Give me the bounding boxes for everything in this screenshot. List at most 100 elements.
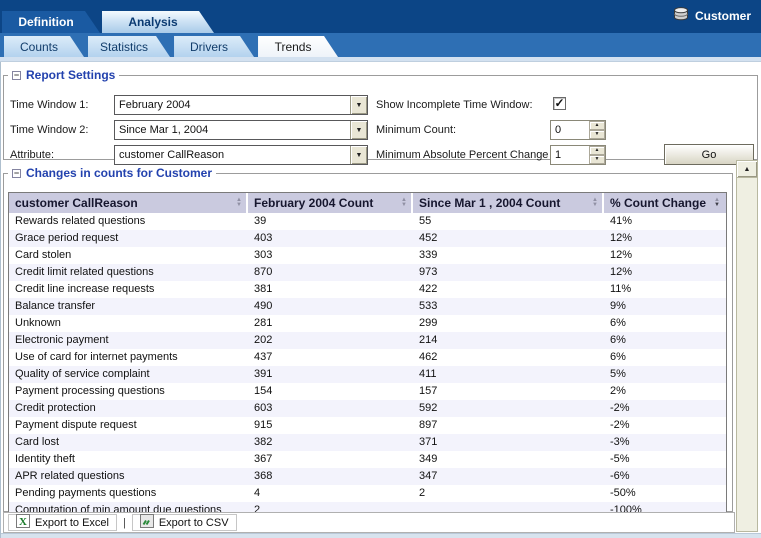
table-cell: -2% — [610, 402, 630, 414]
table-row: Identity theft 367 349 -5% — [9, 451, 726, 468]
export-to-csv-label: Export to CSV — [158, 516, 229, 529]
tab-statistics[interactable]: Statistics — [88, 36, 170, 57]
time-window-1-select[interactable]: February 2004 ▼ — [114, 95, 368, 115]
table-row: Balance transfer 490 533 9% — [9, 298, 726, 315]
time-window-1-value: February 2004 — [119, 99, 191, 111]
export-to-csv-button[interactable]: Export to CSV — [131, 514, 237, 531]
tab-analysis-label: Analysis — [128, 15, 178, 29]
csv-icon — [139, 514, 154, 531]
table-cell: 6% — [610, 334, 626, 346]
table-cell: 603 — [254, 402, 273, 414]
tab-statistics-label: Statistics — [100, 39, 149, 54]
table-cell: 371 — [419, 436, 438, 448]
collapse-icon[interactable]: − — [12, 69, 21, 80]
svg-text:X: X — [19, 516, 27, 528]
scroll-up-icon[interactable]: ▲ — [737, 161, 757, 178]
sort-icon: ▲ ▼ — [236, 197, 242, 208]
title-bar: Definition Analysis Customer — [0, 0, 761, 33]
tab-trends[interactable]: Trends — [258, 36, 338, 57]
table-cell: 381 — [254, 283, 273, 295]
secondary-tabs: Counts Statistics Drivers Trends — [4, 36, 338, 57]
table-cell: Identity theft — [15, 453, 75, 465]
table-cell: 897 — [419, 419, 438, 431]
datasource-indicator: Customer — [673, 7, 751, 24]
table-cell: 12% — [610, 266, 633, 278]
table-row: Electronic payment 202 214 6% — [9, 332, 726, 349]
collapse-icon[interactable]: − — [12, 167, 21, 178]
go-button[interactable]: Go — [664, 144, 754, 165]
table-row: Grace period request 403 452 12% — [9, 230, 726, 247]
table-cell: -2% — [610, 419, 630, 431]
minimum-count-spinner[interactable]: 0 ▲ ▼ — [550, 120, 606, 140]
table-cell: 490 — [254, 300, 273, 312]
table-cell: 55 — [419, 215, 432, 227]
results-title: Changes in counts for Customer — [26, 166, 213, 180]
table-cell: 157 — [419, 385, 438, 397]
results-legend: − Changes in counts for Customer — [8, 166, 216, 180]
table-cell: 973 — [419, 266, 438, 278]
table-cell: 11% — [610, 283, 632, 295]
min-abs-percent-value: 1 — [555, 149, 562, 161]
show-incomplete-label: Show Incomplete Time Window: — [376, 99, 533, 111]
time-window-2-label: Time Window 2: — [10, 124, 89, 136]
table-cell: Grace period request — [15, 232, 119, 244]
window-bottom-edge — [1, 533, 761, 538]
tab-counts-label: Counts — [19, 39, 59, 54]
tab-counts[interactable]: Counts — [4, 36, 84, 57]
table-cell: 592 — [419, 402, 438, 414]
table-cell: 382 — [254, 436, 273, 448]
table-row: Quality of service complaint 391 411 5% — [9, 366, 726, 383]
time-window-2-select[interactable]: Since Mar 1, 2004 ▼ — [114, 120, 368, 140]
attribute-select[interactable]: customer CallReason ▼ — [114, 145, 368, 165]
table-cell: 154 — [254, 385, 273, 397]
checkmark-icon: ✓ — [554, 96, 565, 110]
column-header-mar-count[interactable]: Since Mar 1 , 2004 Count ▲ ▼ — [413, 193, 604, 213]
table-cell: 281 — [254, 317, 273, 329]
results-rows: Rewards related questions 39 55 41% Grace pe… — [9, 213, 726, 519]
column-header-callreason[interactable]: customer CallReason ▲ ▼ — [9, 193, 248, 213]
spin-down-icon[interactable]: ▼ — [589, 155, 605, 164]
table-cell: 39 — [254, 215, 267, 227]
table-cell: 12% — [610, 232, 633, 244]
table-cell: 299 — [419, 317, 438, 329]
table-cell: 533 — [419, 300, 438, 312]
sort-icon: ▲ ▼ — [714, 197, 720, 208]
table-cell: 870 — [254, 266, 273, 278]
table-cell: 339 — [419, 249, 438, 261]
table-row: Rewards related questions 39 55 41% — [9, 213, 726, 230]
spin-up-icon[interactable]: ▲ — [589, 121, 605, 130]
vertical-scrollbar[interactable]: ▲ — [736, 160, 758, 532]
tab-analysis[interactable]: Analysis — [102, 11, 214, 33]
table-cell: 462 — [419, 351, 438, 363]
spin-down-icon[interactable]: ▼ — [589, 130, 605, 139]
table-cell: Pending payments questions — [15, 487, 157, 499]
chevron-down-icon[interactable]: ▼ — [350, 96, 367, 114]
table-row: Use of card for internet payments 437 462 6… — [9, 349, 726, 366]
show-incomplete-checkbox[interactable]: ✓ — [553, 97, 566, 110]
min-abs-percent-label: Minimum Absolute Percent Change — [376, 149, 549, 161]
table-row: Pending payments questions 4 2 -50% — [9, 485, 726, 502]
tab-drivers[interactable]: Drivers — [174, 36, 254, 57]
chevron-down-icon[interactable]: ▼ — [350, 121, 367, 139]
table-cell: -3% — [610, 436, 630, 448]
datasource-label: Customer — [694, 8, 751, 23]
table-cell: 41% — [610, 215, 633, 227]
chevron-down-icon[interactable]: ▼ — [350, 146, 367, 164]
column-header-pct-change[interactable]: % Count Change ▲ ▼ — [610, 196, 720, 210]
table-cell: -50% — [610, 487, 636, 499]
results-table: customer CallReason ▲ ▼ February 2004 Cou… — [8, 192, 727, 520]
export-toolbar: X Export to Excel | Export to CSV — [3, 512, 735, 533]
spin-up-icon[interactable]: ▲ — [589, 146, 605, 155]
minimum-count-value: 0 — [555, 124, 562, 136]
table-cell: 349 — [419, 453, 438, 465]
table-cell: Rewards related questions — [15, 215, 146, 227]
table-cell: 6% — [610, 351, 626, 363]
min-abs-percent-spinner[interactable]: 1 ▲ ▼ — [550, 145, 606, 165]
export-to-excel-button[interactable]: X Export to Excel — [8, 514, 117, 531]
excel-icon: X — [16, 514, 30, 531]
report-settings-panel: − Report Settings Time Window 1: Februar… — [3, 68, 758, 165]
tab-definition[interactable]: Definition — [2, 11, 100, 33]
table-cell: 437 — [254, 351, 273, 363]
column-header-feb-count[interactable]: February 2004 Count ▲ ▼ — [248, 193, 413, 213]
table-cell: Quality of service complaint — [15, 368, 150, 380]
